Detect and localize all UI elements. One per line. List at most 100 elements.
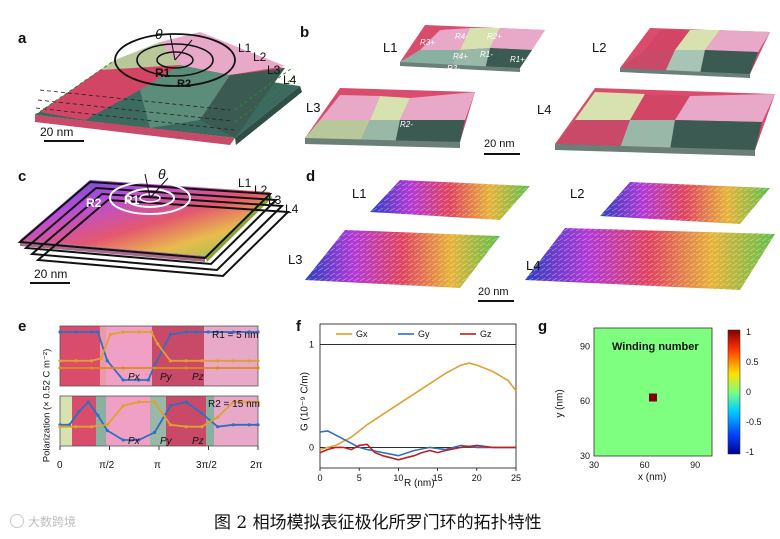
panel-e-top-point-py [121,330,125,334]
panel-e-top-point-py [137,330,141,334]
panel-e-bottom-point-py [58,425,62,429]
panel-b-tag-r2p: R2+ [487,32,502,41]
panel-g-ytick-label: 90 [580,341,590,351]
panel-g-colorbar-tick: -1 [746,447,754,457]
panel-e-top-point-pz [256,366,260,370]
panel-e-top-point-px [152,364,157,368]
panel-f-chart: Gx Gy Gz 0 5 10 15 20 25 0 1 [309,323,521,483]
panel-g-ytick-label: 30 [580,451,590,461]
panel-e-bottom-point-px [121,438,125,442]
panel-b-layer-l2: L2 [592,40,607,55]
panel-b-scale-bar [484,153,520,155]
panel-a-scale-bar [44,140,84,142]
panel-e-xtick-4: 2π [250,460,263,471]
panel-e-bottom-point-py [137,400,141,404]
panel-g-colorbar [727,329,741,455]
panel-b-layer-l4: L4 [537,102,552,117]
panel-e-top-point-py [99,356,103,360]
panel-e-bottom-point-px [200,411,204,415]
panel-c-layer-l2: L2 [254,183,268,197]
panel-label-e: e [18,318,27,335]
panel-e-top-point-px [137,378,141,382]
panel-e-top-point-py [156,342,160,346]
panel-e-bottom-point-px [247,423,251,427]
panel-b-tag-r3p: R3+ [420,38,435,47]
panel-e-top-label: R1 = 5 nm [212,330,259,341]
panel-a-scale-label: 20 nm [40,125,74,139]
panel-e-top-point-pz [58,366,62,370]
panel-label-b: b [300,24,310,41]
panel-e-top-point-py [58,359,62,363]
panel-f-legend-label-gx: Gx [356,329,368,339]
panel-c-theta: θ [158,166,166,182]
panel-e-bottom-point-px [77,409,81,414]
panel-e-top-point-py [184,359,188,363]
panel-e-bottom-point-px [256,423,260,427]
panel-d-scale-bar [478,300,514,302]
panel-e-bottom-point-py [200,425,204,429]
panel-a-theta: θ [155,26,163,42]
panel-c-layer-l3: L3 [268,193,282,207]
panel-e-bottom-point-px [86,400,90,404]
panel-e-top-point-px [247,330,251,334]
panel-f-xtick-label: 15 [433,473,443,483]
panel-g-heatmap-field [593,327,713,457]
panel-g-colorbar-tick: 1 [746,327,751,337]
panel-e-top-point-px [256,330,260,334]
panel-e-xtick-2: π [154,460,161,471]
panel-e-bottom-point-px [105,428,109,433]
panel-e-xtick-3: 3π/2 [196,460,217,471]
panel-a-layer-l1: L1 [238,41,252,55]
panel-e-top-point-py [256,359,260,363]
panel-e-bottom-point-px [137,438,141,442]
panel-c-layer-l1: L1 [238,176,252,190]
panel-e-xtick-0: 0 [57,460,63,471]
panel-e-bottom-legend-py: Py [160,436,172,447]
panel-e-top-point-pz [152,366,157,370]
panel-e-top-point-px [96,330,100,334]
panel-e-top-point-py [216,359,220,363]
panel-e-bottom-point-px [184,400,188,404]
panel-b-tag-r1p: R1+ [510,55,525,64]
panel-g-ytick-label: 60 [580,396,590,406]
panel-e-bottom-point-px [231,423,236,427]
panel-e-top-legend-px: Px [128,372,140,383]
panel-d-layer-l2: L2 [570,186,585,201]
panel-e-top-series-py [60,331,258,362]
panel-b-layer-slices [305,25,775,156]
panel-b-layer-l3: L3 [306,100,321,115]
panel-e-bottom-point-py [152,400,157,404]
panel-c-scale-label: 20 nm [34,267,68,281]
panel-g-colorbar-tick: -0.5 [746,417,762,427]
panel-c-r1: R1 [124,193,140,207]
panel-e-top-point-px [74,330,78,334]
panel-e-top-point-px [121,378,125,382]
panel-e-top-point-pz [184,366,188,370]
watermark-text: 大数跨境 [28,515,77,529]
panel-b-slice-l4 [555,88,775,156]
panel-f-ytick-label: 1 [309,340,314,350]
panel-b-scale-label: 20 nm [484,138,515,150]
panel-d-layer-l4: L4 [526,258,541,273]
panel-e-bottom-point-px [67,423,72,427]
panel-b-slice-l1 [400,25,545,72]
panel-e-bottom-point-py [74,425,78,429]
panel-e-bottom-series-px [60,400,258,441]
panel-e-top-point-py [108,332,113,336]
panel-g-title: Winding number [612,341,699,353]
panel-a-r2: R2 [177,78,192,90]
panel-e-bottom-label: R2 = 15 nm [208,399,260,410]
panel-g-xtick-label: 30 [589,460,599,470]
panel-e-top-point-px [206,330,210,334]
panel-e-top-point-px [184,330,188,334]
panel-a-layer-l4: L4 [283,73,297,87]
panel-b-tag-r4p: R4+ [453,52,468,61]
panel-d-slice-l4 [525,228,775,290]
panel-label-g: g [538,318,548,335]
panel-e-top-point-px [58,330,62,334]
panel-c-layer-l4: L4 [285,202,299,216]
panel-b-tag-r3m: R3- [447,64,460,73]
panel-e-bottom-point-px [96,413,100,417]
panel-d-scale-label: 20 nm [478,286,509,298]
panel-g-chart: 30 60 90 30 60 90 1 0.5 0 -0.5 -1 [580,327,762,470]
